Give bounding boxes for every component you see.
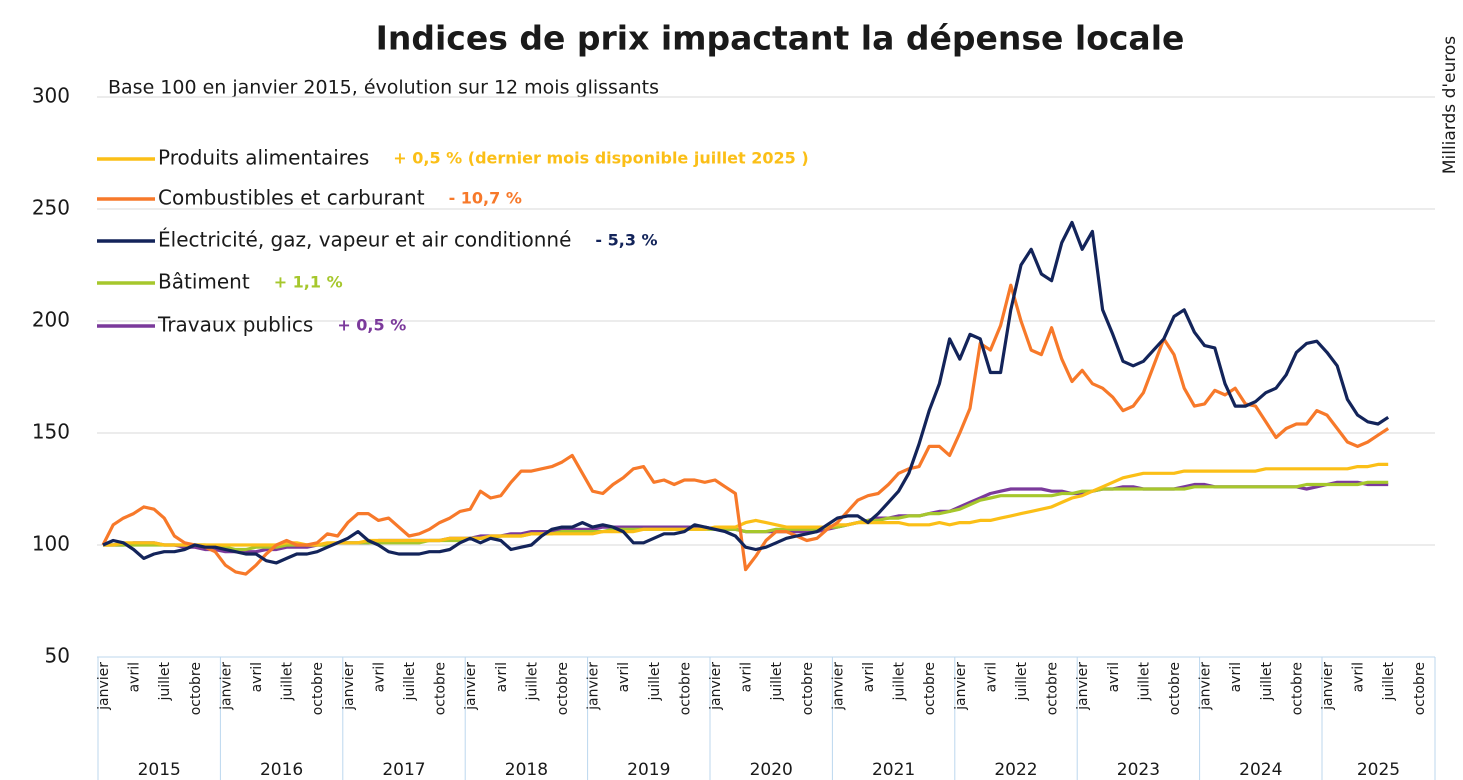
x-tick-label: janvier: [1198, 662, 1214, 711]
x-tick-label: octobre: [1289, 662, 1305, 715]
year-label: 2019: [627, 760, 670, 780]
year-label: 2024: [1239, 760, 1282, 780]
x-tick-label: juillet: [157, 662, 173, 702]
x-tick-label: juillet: [892, 662, 908, 702]
year-label: 2020: [750, 760, 793, 780]
x-tick-label: avril: [494, 662, 510, 692]
legend-change: + 1,1 %: [274, 273, 343, 292]
x-tick-label: octobre: [555, 662, 571, 715]
series-line: [102, 220, 1390, 565]
x-tick-label: janvier: [218, 662, 234, 711]
x-tick-label: avril: [371, 662, 387, 692]
x-tick-label: janvier: [708, 662, 724, 711]
x-tick-label: janvier: [830, 662, 846, 711]
x-tick-label: juillet: [769, 662, 785, 702]
legend-change: + 0,5 % (dernier mois disponible juillet…: [393, 149, 808, 168]
x-tick-label: octobre: [188, 662, 204, 715]
y-tick-label: 100: [32, 532, 70, 556]
legend-label: Produits alimentaires: [158, 146, 369, 170]
year-label: 2018: [505, 760, 548, 780]
year-label: 2016: [260, 760, 303, 780]
x-tick-label: octobre: [433, 662, 449, 715]
x-tick-label: janvier: [586, 662, 602, 711]
series-line: [103, 462, 1389, 547]
legend-label: Électricité, gaz, vapeur et air conditio…: [158, 228, 571, 252]
x-tick-label: avril: [983, 662, 999, 692]
year-label: 2015: [138, 760, 181, 780]
x-tick-label: juillet: [1259, 662, 1275, 702]
x-tick-label: octobre: [800, 662, 816, 715]
x-tick-label: avril: [127, 662, 143, 692]
y-tick-label: 250: [32, 196, 70, 220]
x-tick-label: juillet: [1381, 662, 1397, 702]
year-label: 2022: [994, 760, 1037, 780]
x-tick-label: octobre: [1045, 662, 1061, 715]
x-tick-label: juillet: [524, 662, 540, 702]
side-label: Milliards d'euros: [1440, 36, 1460, 174]
chart-title: Indices de prix impactant la dépense loc…: [376, 19, 1185, 58]
x-tick-label: avril: [1228, 662, 1244, 692]
legend-change: - 5,3 %: [595, 231, 657, 250]
y-tick-label: 150: [32, 420, 70, 444]
legend-change: + 0,5 %: [337, 316, 406, 335]
year-label: 2017: [382, 760, 425, 780]
series-line: [103, 480, 1389, 552]
legend-change: - 10,7 %: [449, 189, 522, 208]
x-tick-label: janvier: [1075, 662, 1091, 711]
x-tick-label: octobre: [1412, 662, 1428, 715]
x-tick-label: avril: [739, 662, 755, 692]
year-label: 2021: [872, 760, 915, 780]
x-tick-label: juillet: [647, 662, 663, 702]
year-label: 2025: [1357, 760, 1400, 780]
x-tick-label: avril: [1106, 662, 1122, 692]
legend-label: Travaux publics: [157, 313, 313, 337]
legend-label: Combustibles et carburant: [158, 186, 425, 210]
x-tick-label: avril: [616, 662, 632, 692]
x-tick-label: janvier: [463, 662, 479, 711]
x-tick-label: janvier: [341, 662, 357, 711]
x-tick-label: janvier: [96, 662, 112, 711]
y-tick-label: 200: [32, 308, 70, 332]
x-tick-label: avril: [1351, 662, 1367, 692]
x-tick-label: octobre: [922, 662, 938, 715]
legend-label: Bâtiment: [158, 270, 250, 294]
x-tick-label: avril: [861, 662, 877, 692]
x-tick-label: juillet: [1136, 662, 1152, 702]
x-tick-label: janvier: [953, 662, 969, 711]
x-tick-label: octobre: [1167, 662, 1183, 715]
y-tick-label: 300: [32, 84, 70, 108]
x-tick-label: octobre: [677, 662, 693, 715]
x-tick-label: juillet: [280, 662, 296, 702]
x-tick-label: juillet: [1014, 662, 1030, 702]
x-tick-label: octobre: [310, 662, 326, 715]
series-line: [101, 283, 1390, 576]
x-tick-label: janvier: [1320, 662, 1336, 711]
x-tick-label: juillet: [402, 662, 418, 702]
chart-subtitle: Base 100 en janvier 2015, évolution sur …: [108, 77, 659, 99]
year-label: 2023: [1117, 760, 1160, 780]
y-tick-label: 50: [45, 644, 70, 668]
x-tick-label: avril: [249, 662, 265, 692]
